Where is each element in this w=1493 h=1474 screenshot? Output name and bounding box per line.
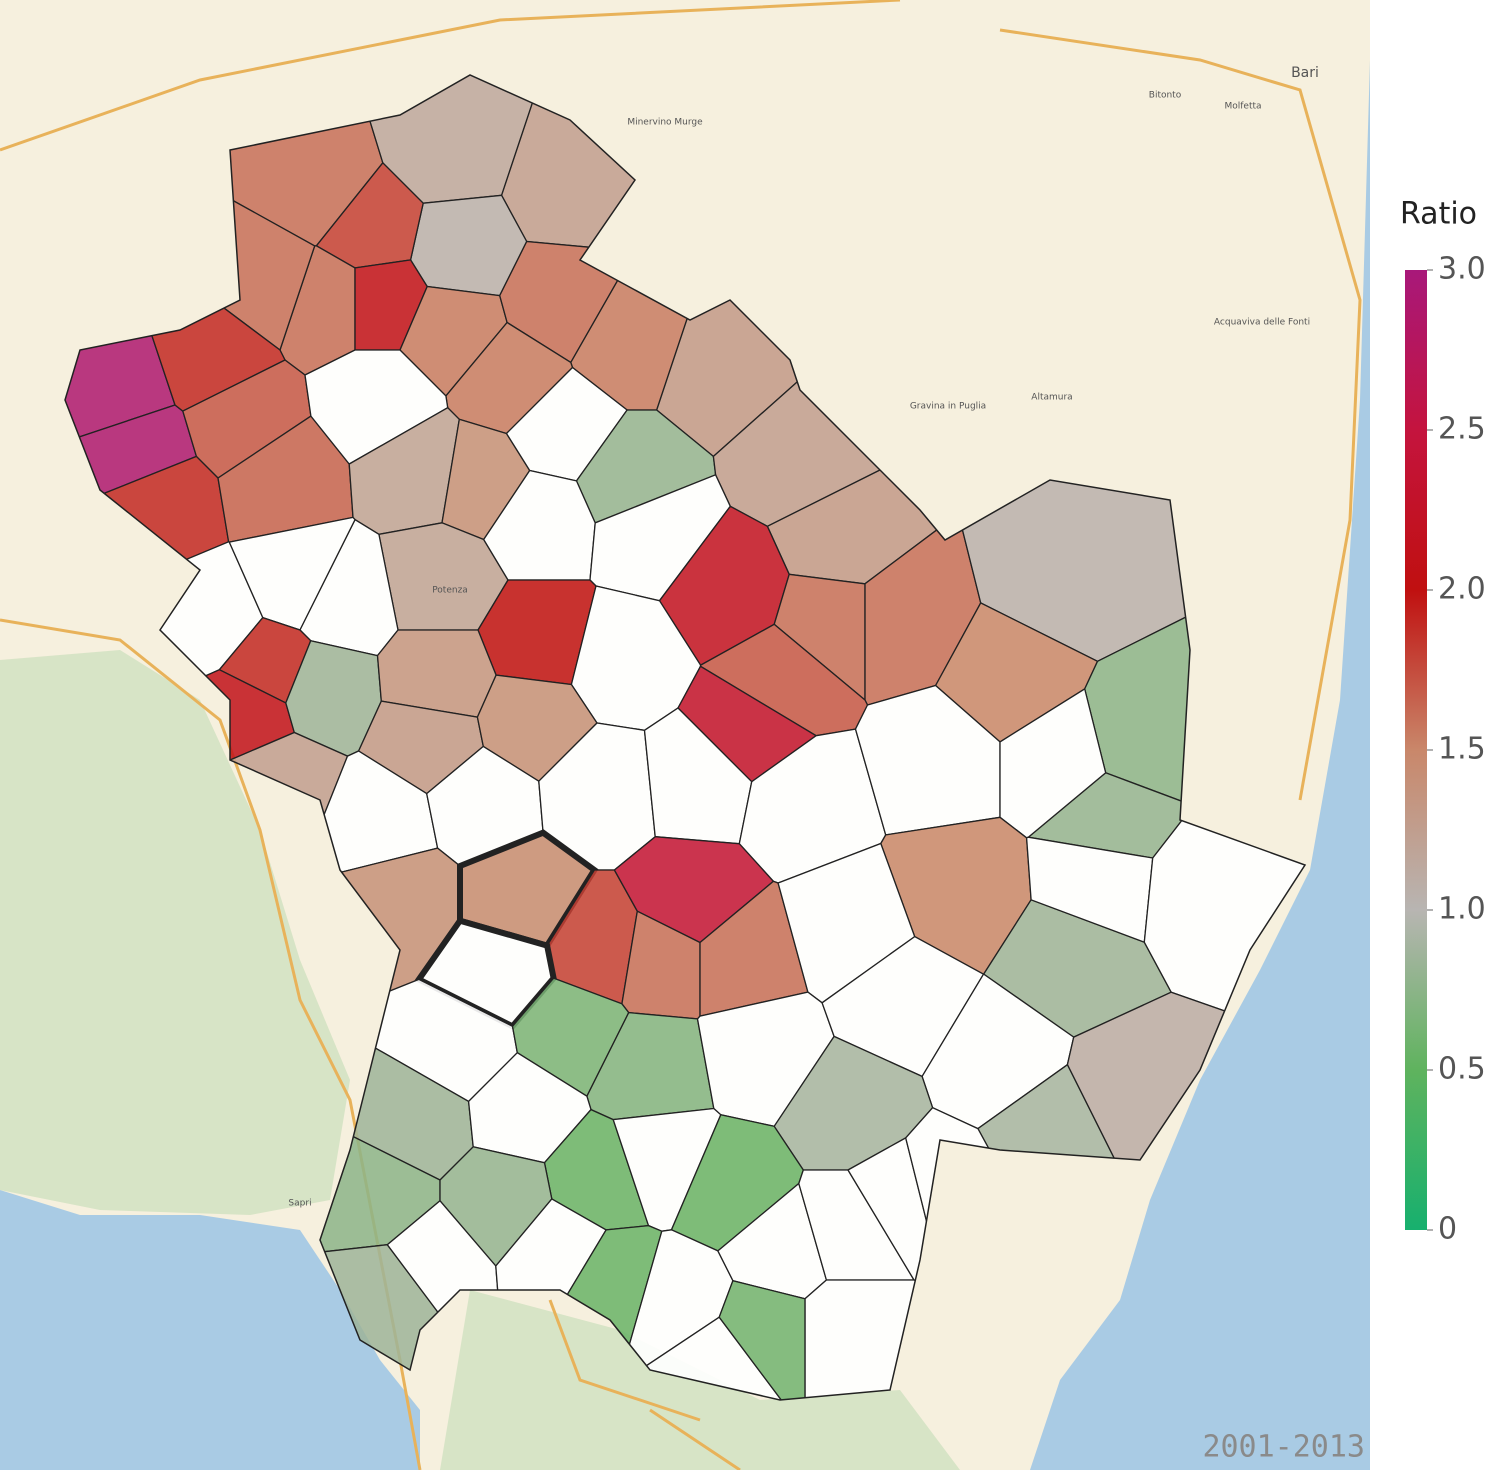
period-label: 2001-2013 — [1202, 1430, 1365, 1465]
colorbar-tick-label: 1.5 — [1438, 732, 1486, 767]
place-label: Potenza — [432, 586, 468, 596]
colorbar-ticks: 3.0 2.5 2.0 1.5 1.0 0.5 0 — [1427, 252, 1486, 1247]
place-labels: Bari Potenza Altamura Gravina in Puglia Mine… — [288, 65, 1319, 1209]
colorbar-tick-label: 2.0 — [1438, 572, 1486, 607]
colorbar-tick-label: 2.5 — [1438, 412, 1486, 447]
colorbar-tick-label: 0 — [1438, 1212, 1457, 1247]
legend-title: Ratio — [1400, 197, 1477, 232]
colorbar-tick-label: 1.0 — [1438, 892, 1486, 927]
region-border — [64, 74, 1307, 1401]
place-label: Gravina in Puglia — [910, 402, 986, 412]
place-label: Molfetta — [1224, 102, 1261, 112]
municipality — [718, 1279, 806, 1400]
place-label: Sapri — [288, 1199, 311, 1209]
place-label: Altamura — [1031, 393, 1072, 403]
place-label: Bitonto — [1149, 91, 1182, 101]
colorbar-tick-label: 0.5 — [1438, 1052, 1486, 1087]
colorbar-tick-label: 3.0 — [1438, 252, 1486, 287]
place-label: Acquaviva delle Fonti — [1214, 318, 1310, 328]
place-label: Minervino Murge — [627, 118, 703, 128]
colorbar — [1405, 270, 1427, 1230]
place-label: Bari — [1291, 65, 1319, 81]
